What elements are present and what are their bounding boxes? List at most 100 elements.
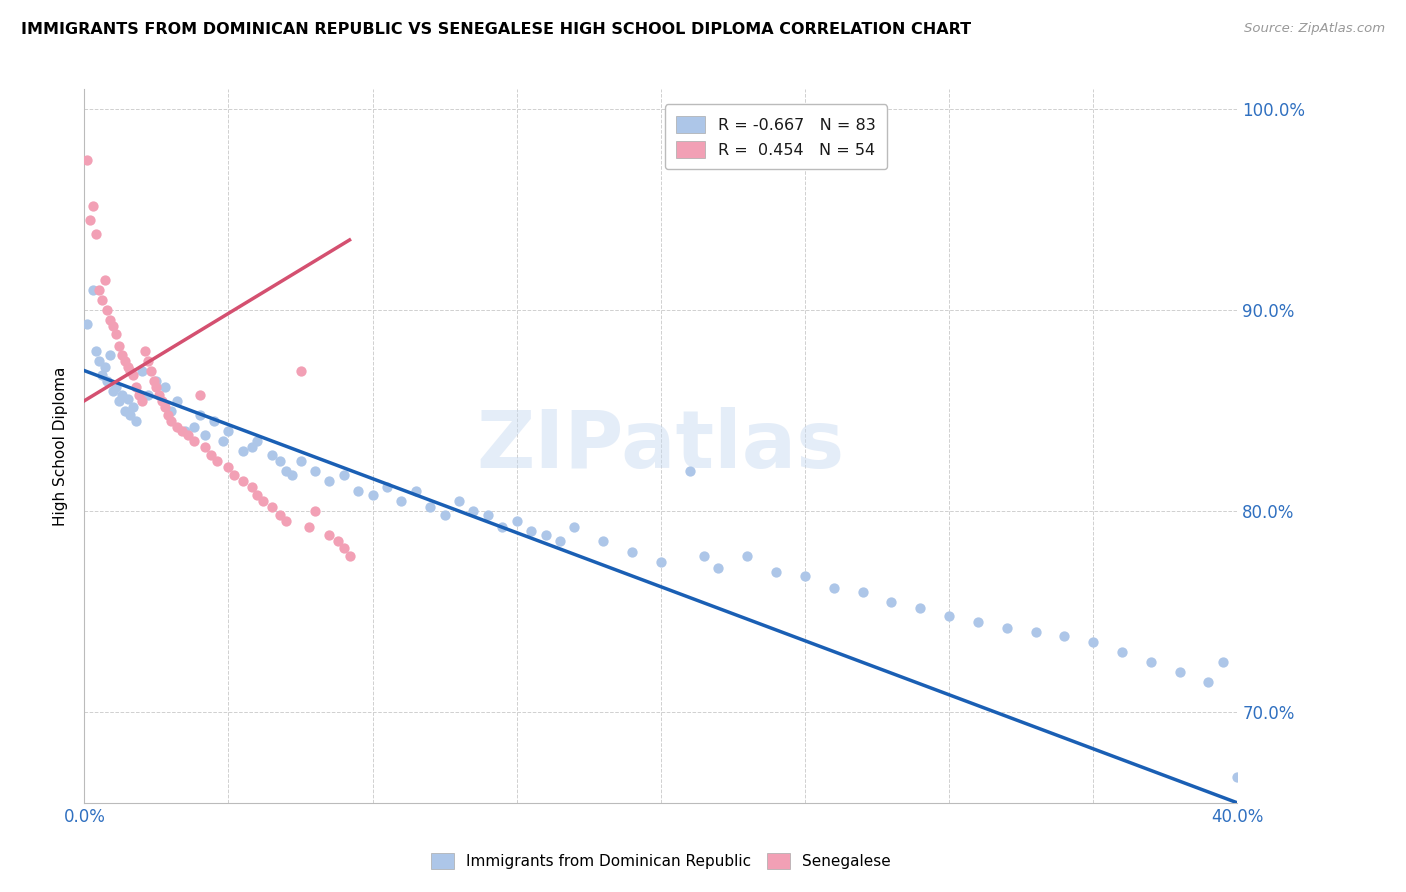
Point xyxy=(177,428,200,442)
Point xyxy=(298,520,321,534)
Point xyxy=(391,494,413,508)
Point xyxy=(166,393,188,408)
Point xyxy=(326,534,349,549)
Point xyxy=(1111,645,1133,659)
Point xyxy=(84,343,107,358)
Point xyxy=(347,484,370,499)
Point xyxy=(463,504,485,518)
Point xyxy=(122,368,145,382)
Point xyxy=(87,283,110,297)
Point xyxy=(548,534,571,549)
Point xyxy=(117,359,139,374)
Point xyxy=(477,508,499,523)
Point xyxy=(211,434,233,448)
Point xyxy=(679,464,702,478)
Point xyxy=(823,581,845,595)
Point xyxy=(447,494,470,508)
Point xyxy=(183,434,205,448)
Point xyxy=(188,388,211,402)
Point xyxy=(105,327,128,342)
Point xyxy=(938,608,960,623)
Point xyxy=(136,388,159,402)
Point xyxy=(621,544,644,558)
Point xyxy=(202,414,225,428)
Point xyxy=(82,283,104,297)
Point xyxy=(1198,675,1220,690)
Point xyxy=(200,448,222,462)
Point xyxy=(246,434,269,448)
Point xyxy=(117,392,139,406)
Point xyxy=(145,380,167,394)
Point xyxy=(260,500,283,515)
Point xyxy=(339,549,361,563)
Point xyxy=(183,420,205,434)
Point xyxy=(160,404,183,418)
Point xyxy=(1168,665,1191,680)
Point xyxy=(1025,624,1047,639)
Point xyxy=(506,515,529,529)
Point xyxy=(693,549,716,563)
Point xyxy=(260,448,283,462)
Point xyxy=(148,388,170,402)
Point xyxy=(108,339,131,353)
Legend: Immigrants from Dominican Republic, Senegalese: Immigrants from Dominican Republic, Sene… xyxy=(425,847,897,875)
Point xyxy=(269,508,291,523)
Point xyxy=(174,424,197,438)
Point xyxy=(76,153,98,167)
Point xyxy=(103,319,125,334)
Point xyxy=(794,568,817,582)
Point xyxy=(232,474,254,488)
Point xyxy=(122,400,145,414)
Point xyxy=(205,454,228,468)
Point xyxy=(128,388,150,402)
Point xyxy=(166,420,188,434)
Point xyxy=(150,393,173,408)
Point xyxy=(318,474,340,488)
Point xyxy=(125,414,148,428)
Point xyxy=(84,227,107,241)
Point xyxy=(491,520,513,534)
Point xyxy=(276,515,298,529)
Point xyxy=(111,347,134,361)
Point xyxy=(111,388,134,402)
Point xyxy=(114,404,136,418)
Point xyxy=(304,504,326,518)
Point xyxy=(108,393,131,408)
Point xyxy=(90,368,112,382)
Point xyxy=(224,468,246,483)
Point xyxy=(156,408,179,422)
Point xyxy=(290,454,312,468)
Point xyxy=(375,480,398,494)
Point xyxy=(139,363,162,377)
Point xyxy=(125,380,148,394)
Point xyxy=(304,464,326,478)
Point xyxy=(1140,655,1163,669)
Point xyxy=(232,444,254,458)
Point xyxy=(707,560,730,574)
Point xyxy=(96,374,118,388)
Point xyxy=(120,408,142,422)
Point xyxy=(136,353,159,368)
Point xyxy=(240,480,263,494)
Point xyxy=(188,408,211,422)
Point xyxy=(564,520,586,534)
Point xyxy=(852,584,875,599)
Point xyxy=(269,454,291,468)
Point xyxy=(134,343,156,358)
Point xyxy=(93,359,115,374)
Point xyxy=(131,363,153,377)
Text: IMMIGRANTS FROM DOMINICAN REPUBLIC VS SENEGALESE HIGH SCHOOL DIPLOMA CORRELATION: IMMIGRANTS FROM DOMINICAN REPUBLIC VS SE… xyxy=(21,22,972,37)
Point xyxy=(142,374,165,388)
Point xyxy=(153,400,176,414)
Point xyxy=(592,534,614,549)
Point xyxy=(131,393,153,408)
Point xyxy=(433,508,456,523)
Point xyxy=(1083,635,1105,649)
Point xyxy=(361,488,384,502)
Point xyxy=(419,500,441,515)
Point xyxy=(87,353,110,368)
Point xyxy=(281,468,304,483)
Point xyxy=(276,464,298,478)
Text: ZIPatlas: ZIPatlas xyxy=(477,407,845,485)
Point xyxy=(405,484,427,499)
